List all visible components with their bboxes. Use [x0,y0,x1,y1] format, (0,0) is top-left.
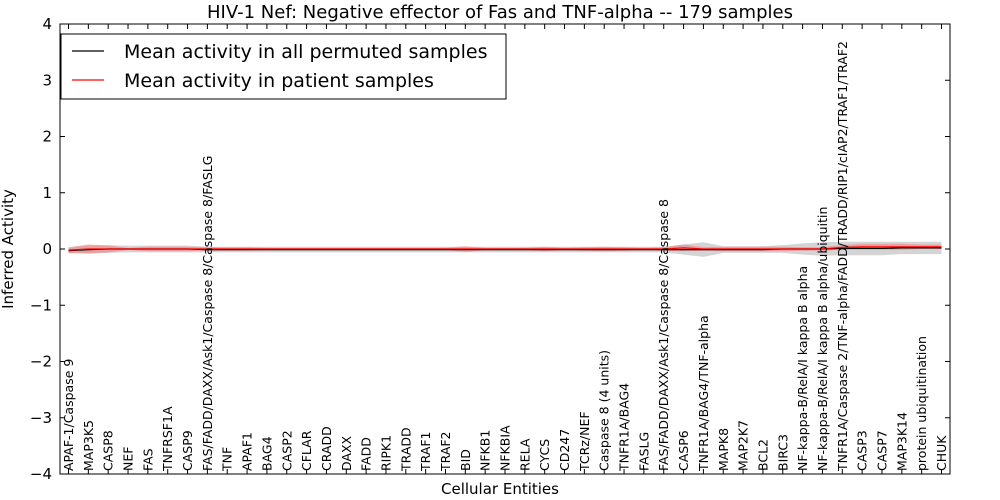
series-lines [68,246,942,252]
legend-entry-0: Mean activity in all permuted samples [124,41,487,63]
x-category-label: NF-kappa-B/RelA/I kappa B alpha [795,266,810,471]
x-category-label: TCRz/NEF [577,411,592,472]
x-category-label: DAXX [339,435,354,471]
series-line-1 [68,246,942,251]
y-tick-label: −3 [30,409,52,427]
x-category-label: BIRC3 [775,434,790,471]
x-category-label: protein ubiquitination [914,336,929,471]
y-tick-label: 2 [42,128,52,146]
x-category-label: BID [458,449,473,471]
x-category-label: NFKB1 [478,430,493,471]
x-category-label: FAS [140,448,155,471]
x-category-label: RELA [517,438,532,471]
x-category-label: MAP3K14 [894,412,909,471]
legend-box [60,33,507,100]
chart-title: HIV-1 Nef: Negative effector of Fas and … [207,2,793,23]
x-axis-category-labels: APAF-1/Caspase 9 MAP3K5 CASP8 NEF FAS TNFRSF1… [61,24,949,474]
x-category-label: CYCS [537,439,552,471]
x-category-label: CASP6 [676,430,691,471]
plot-frame [59,23,951,475]
x-category-label: CASP9 [180,430,195,471]
x-category-label: NFKBIA [498,425,513,471]
x-category-label: CASP2 [279,430,294,471]
x-category-label: FADD [359,437,374,471]
x-category-label: TNFR1A/BAG4/TNF-alpha [696,315,711,472]
x-category-label: CASP8 [101,430,116,471]
x-category-label: NEF [121,447,136,471]
x-category-label: FASLG [636,432,651,471]
x-category-label: MAPK8 [716,428,731,471]
x-category-label: CASP7 [874,430,889,471]
x-axis-title: Cellular Entities [441,480,559,498]
x-category-label: APAF1 [240,432,255,471]
x-category-label: CFLAR [299,430,314,471]
y-axis-ticks: −4 −3 −2 −1 0 1 2 3 4 [30,15,950,483]
x-category-label: TRAF2 [438,431,453,472]
y-tick-label: −4 [30,465,52,483]
legend: Mean activity in all permuted samples Mea… [60,33,507,100]
y-tick-label: −1 [30,296,52,314]
x-category-label: TNFR1A/BAG4 [617,383,632,472]
x-category-label: CASP3 [855,430,870,471]
x-category-label: CD247 [557,429,572,471]
x-category-label: CHUK [934,435,949,471]
x-category-label: NF-kappa-B/RelA/I kappa B alpha/ubiquiti… [815,207,830,471]
x-category-label: FAS/FADD/DAXX/Ask1/Caspase 8/Caspase 8/F… [200,156,215,471]
legend-entry-1: Mean activity in patient samples [124,70,434,92]
y-axis-title: Inferred Activity [0,189,17,309]
x-category-label: TNFR1A/Caspase 2/TNF-alpha/FADD/TRADD/RI… [835,41,850,472]
x-category-label: CRADD [319,426,334,471]
x-category-label: Caspase 8 (4 units) [597,350,612,471]
x-category-label: MAP3K5 [81,420,96,471]
x-category-label: FAS/FADD/DAXX/Ask1/Caspase 8/Caspase 8 [656,199,671,471]
y-tick-label: 4 [42,15,52,33]
x-category-label: TNF [220,447,235,472]
x-category-label: MAP2K7 [736,420,751,471]
y-tick-label: 1 [42,184,52,202]
x-category-label: APAF-1/Caspase 9 [61,359,76,471]
x-category-label: RIPK1 [378,435,393,471]
y-tick-label: −2 [30,353,52,371]
x-category-label: TRADD [398,427,413,472]
x-category-label: TNFRSF1A [160,406,175,472]
y-tick-label: 0 [42,240,52,258]
x-category-label: BCL2 [755,439,770,471]
x-category-label: BAG4 [259,436,274,471]
y-tick-label: 3 [42,71,52,89]
x-category-label: TRAF1 [418,431,433,472]
